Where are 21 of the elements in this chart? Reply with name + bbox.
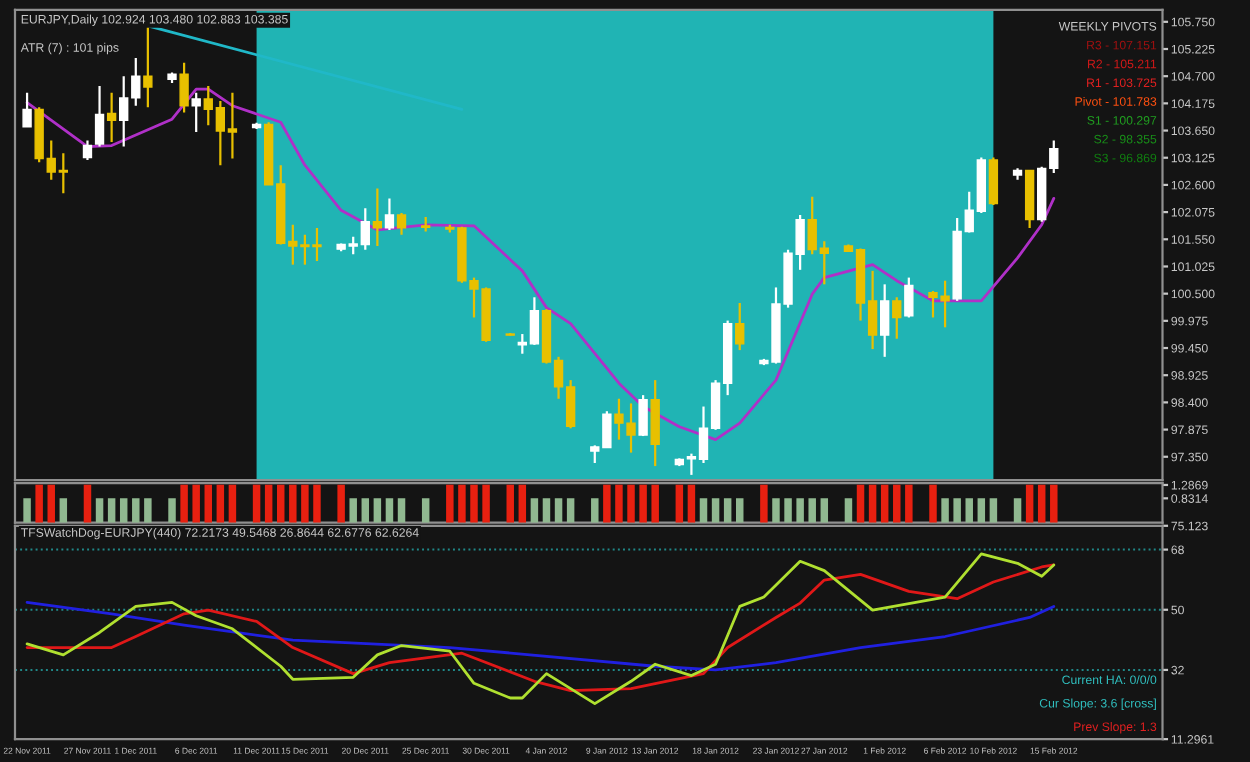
candlestick xyxy=(735,301,745,352)
candlestick xyxy=(988,156,999,207)
candlestick xyxy=(396,211,407,236)
candlestick xyxy=(143,23,153,109)
candlestick xyxy=(82,139,93,162)
candlestick xyxy=(179,61,189,114)
candlestick xyxy=(384,197,395,232)
candlestick xyxy=(191,91,201,134)
candlestick xyxy=(106,91,117,144)
candlestick xyxy=(650,379,660,468)
candlestick xyxy=(94,84,105,148)
line-series xyxy=(25,87,1056,442)
line-series xyxy=(25,601,1056,672)
line-series xyxy=(25,552,1056,706)
candlestick xyxy=(904,276,914,319)
candlestick xyxy=(892,296,902,340)
candlestick xyxy=(22,91,32,129)
line-series xyxy=(25,563,1056,693)
candlestick xyxy=(638,394,648,438)
candlestick xyxy=(880,283,890,358)
candlestick xyxy=(372,187,383,248)
